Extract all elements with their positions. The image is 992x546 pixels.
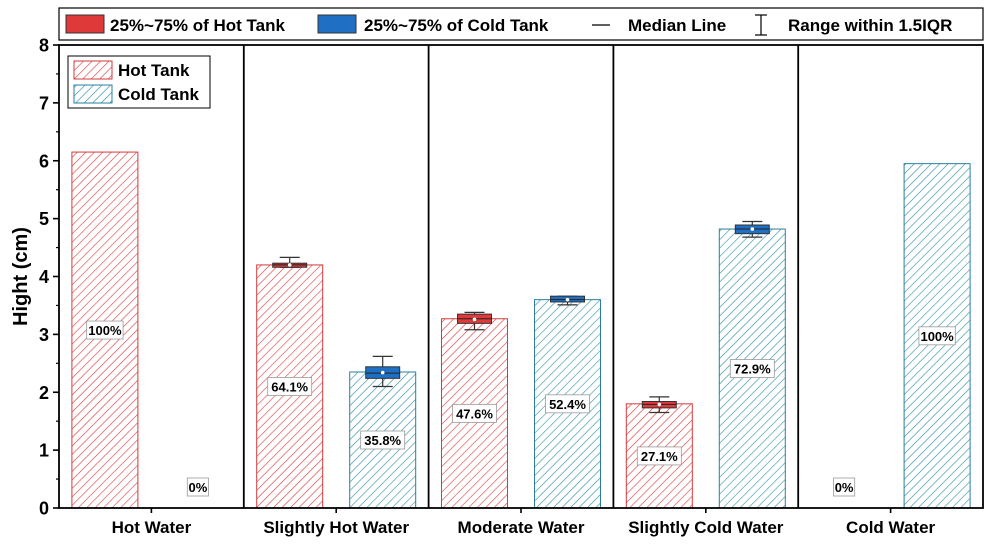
percent-label-text: 100% [88, 323, 122, 338]
legend-label-hot: Hot Tank [118, 61, 190, 80]
percent-label-text: 35.8% [364, 433, 401, 448]
percent-label-box [452, 403, 497, 423]
top-legend-hot-iqr: 25%~75% of Hot Tank [65, 14, 285, 35]
box-hot-1 [272, 256, 308, 268]
x-tick-label: Hot Water [112, 518, 192, 537]
top-legend: 25%~75% of Hot Tank 25%~75% of Cold Tank M… [58, 7, 984, 41]
legend-swatch-cold-iqr [317, 14, 357, 34]
box-cold-3 [734, 220, 770, 238]
percent-label-text: 100% [920, 329, 954, 344]
axes-layer: 0 1 2 3 4 5 6 7 8 Hot Water Slightly Hot Water Mode… [10, 36, 984, 537]
top-legend-median: Median Line [592, 16, 726, 35]
percent-label-cold-3: 72.9% [729, 359, 775, 378]
percent-label-text: 52.4% [549, 397, 586, 412]
box-hot-2 [457, 311, 492, 331]
percent-label-text: 27.1% [641, 449, 678, 464]
percent-label-cold-1: 35.8% [360, 430, 406, 450]
inner-legend: Hot Tank Cold Tank [67, 55, 211, 109]
plot-frame [58, 44, 984, 509]
y-tick-label: 1 [39, 441, 49, 461]
legend-label-cold-iqr: 25%~75% of Cold Tank [364, 16, 549, 35]
percent-label-box [267, 377, 313, 396]
x-tick-label: Slightly Hot Water [263, 518, 409, 537]
top-legend-cold-iqr: 25%~75% of Cold Tank [317, 14, 549, 35]
legend-swatch-hot [73, 60, 113, 80]
mean-point [380, 370, 385, 375]
percent-label-box [636, 446, 682, 466]
percent-label-cold-0: 0% [186, 477, 209, 497]
mean-point [657, 402, 662, 407]
legend-label-median: Median Line [628, 16, 726, 35]
percent-label-box [545, 394, 590, 414]
percent-label-hot-1: 64.1% [267, 377, 313, 396]
inner-legend-cold: Cold Tank [73, 84, 199, 104]
box-cold-1 [365, 355, 401, 388]
y-tick-label: 8 [39, 36, 49, 56]
bars-layer [71, 151, 971, 509]
legend-label-cold: Cold Tank [118, 85, 199, 104]
percent-label-text: 47.6% [456, 406, 493, 421]
y-tick-label: 0 [39, 499, 49, 519]
inner-legend-hot: Hot Tank [73, 60, 190, 80]
y-tick-label: 6 [39, 151, 49, 171]
top-legend-range: Range within 1.5IQR [755, 14, 952, 36]
mean-point [750, 227, 755, 231]
mean-point [287, 263, 292, 267]
percent-label-box [918, 326, 956, 346]
percent-label-text: 0% [189, 480, 208, 495]
legend-label-range: Range within 1.5IQR [788, 16, 952, 35]
percent-label-box [86, 320, 124, 340]
mean-point [472, 317, 477, 322]
boxes-layer [272, 220, 770, 414]
y-axis-label: Hight (cm) [10, 227, 32, 326]
x-tick-label: Slightly Cold Water [628, 518, 784, 537]
box-cold-2 [550, 295, 585, 306]
percent-label-cold-4: 100% [918, 326, 956, 346]
y-tick-label: 4 [39, 267, 49, 287]
top-legend-frame [58, 7, 984, 41]
mean-point [565, 297, 570, 302]
percent-label-text: 72.9% [734, 362, 771, 377]
percent-label-text: 64.1% [271, 379, 308, 394]
x-tick-label: Moderate Water [458, 518, 585, 537]
box-hot-3 [641, 396, 677, 414]
percent-label-cold-2: 52.4% [545, 394, 590, 414]
percent-label-box [833, 477, 856, 497]
legend-swatch-cold [73, 84, 113, 104]
legend-swatch-hot-iqr [65, 14, 105, 34]
percent-label-hot-2: 47.6% [452, 403, 497, 423]
y-tick-label: 5 [39, 209, 49, 229]
percent-label-hot-3: 27.1% [636, 446, 682, 466]
y-tick-label: 2 [39, 383, 49, 403]
y-tick-label: 7 [39, 93, 49, 113]
percent-label-text: 0% [835, 480, 854, 495]
percent-label-hot-4: 0% [833, 477, 856, 497]
percent-label-box [186, 477, 209, 497]
x-tick-label: Cold Water [846, 518, 935, 537]
percent-label-box [360, 430, 406, 450]
legend-label-hot-iqr: 25%~75% of Hot Tank [110, 16, 285, 35]
percent-label-box [729, 359, 775, 378]
y-tick-label: 3 [39, 325, 49, 345]
percent-label-hot-0: 100% [86, 320, 124, 340]
percent-labels-layer: 100% 64.1% 47.6% 27.1% 0% 0% 35.8% 52.4% 72.9% 10… [86, 320, 956, 497]
